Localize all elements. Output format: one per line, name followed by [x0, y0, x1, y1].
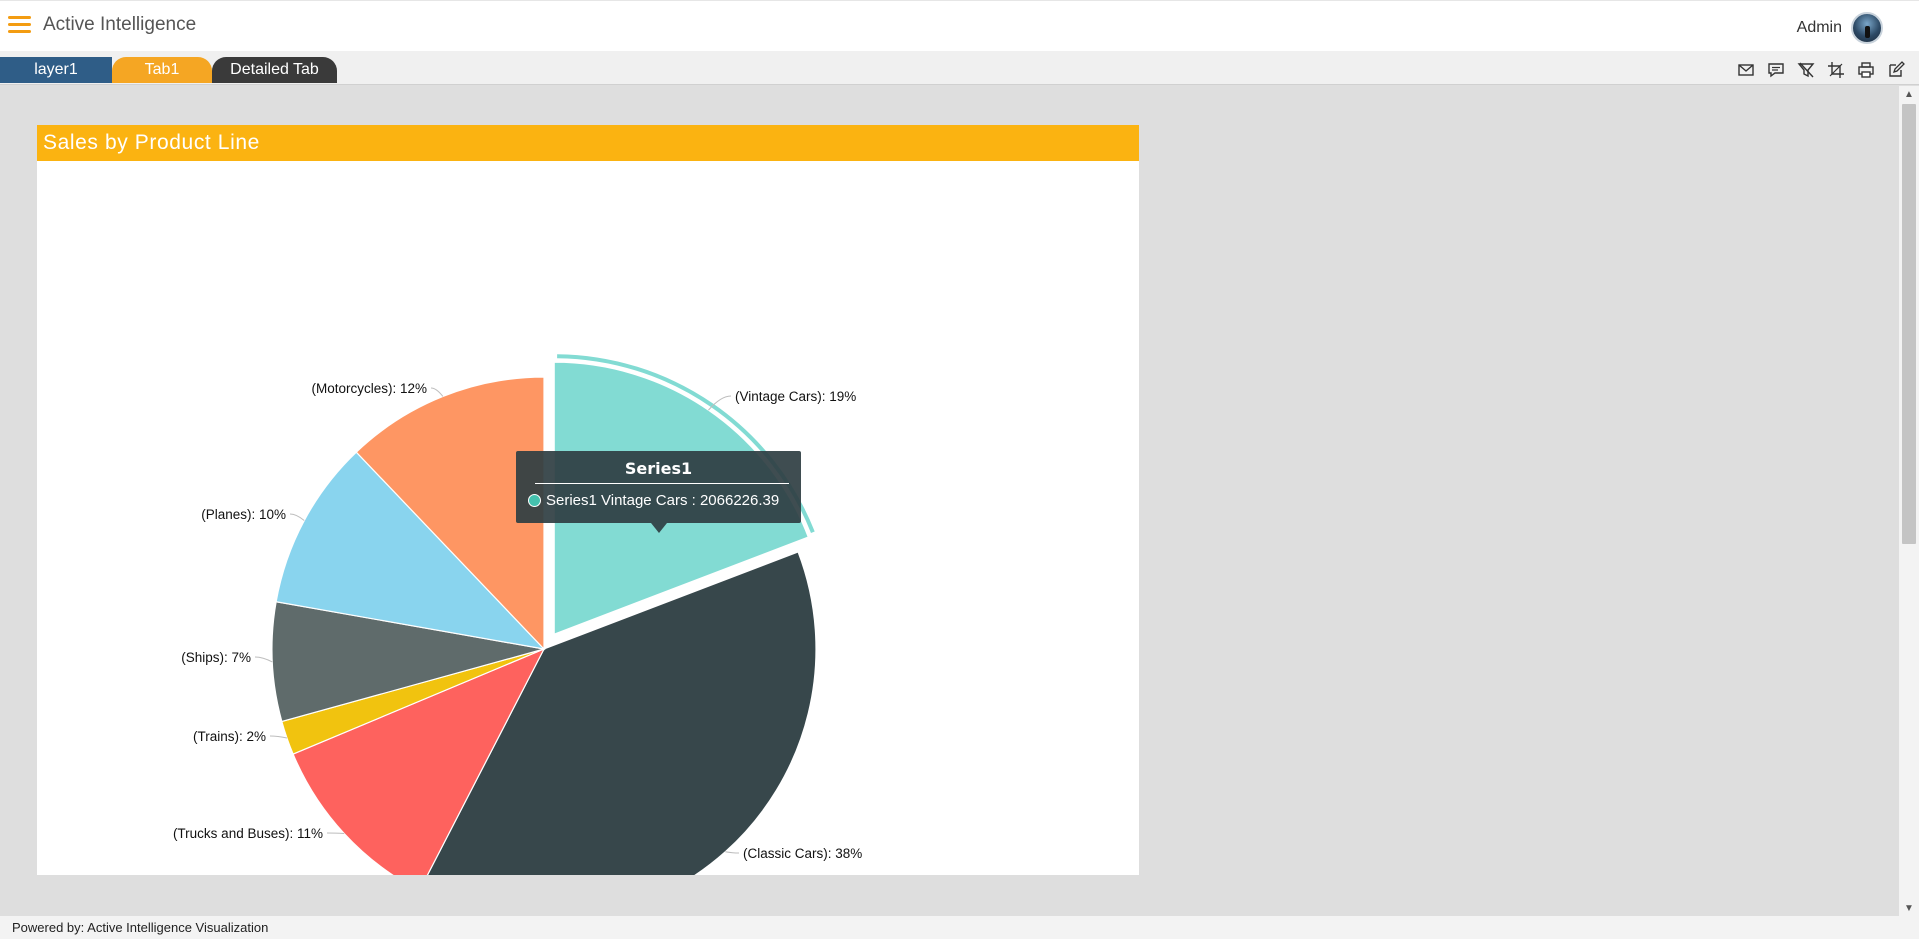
pie-slice-label: (Motorcycles): 12% — [311, 381, 427, 396]
comment-icon[interactable] — [1765, 59, 1787, 81]
mail-icon[interactable] — [1735, 59, 1757, 81]
hamburger-menu-icon[interactable] — [8, 16, 32, 34]
vertical-scrollbar[interactable]: ▲ ▼ — [1899, 86, 1919, 916]
pie-label-connector — [725, 851, 740, 854]
tab-detailed-tab[interactable]: Detailed Tab — [212, 57, 337, 83]
pie-slice-label: (Ships): 7% — [181, 650, 251, 665]
tooltip-divider — [535, 483, 789, 484]
footer-text: Powered by: Active Intelligence Visualiz… — [12, 920, 269, 935]
footer: Powered by: Active Intelligence Visualiz… — [0, 916, 1919, 939]
pie-slice-label: (Trains): 2% — [193, 729, 266, 744]
tooltip-text: Series1 Vintage Cars : 2066226.39 — [546, 492, 780, 509]
scroll-thumb[interactable] — [1902, 104, 1916, 544]
tooltip-body: Series1 Vintage Cars : 2066226.39 — [528, 492, 779, 509]
panel-header: Sales by Product Line — [37, 125, 1139, 161]
pie-slice-planes[interactable] — [275, 451, 546, 650]
pie-slice-label: (Vintage Cars): 19% — [735, 389, 856, 404]
pie-label-connector — [430, 387, 444, 397]
panel-title: Sales by Product Line — [43, 131, 260, 154]
pie-label-connector — [269, 735, 288, 739]
dashboard-toolbar — [1735, 59, 1907, 81]
chart-panel: Sales by Product Line (Vintage Cars): 19… — [37, 125, 1139, 875]
scroll-up-icon[interactable]: ▲ — [1904, 88, 1914, 100]
user-avatar[interactable] — [1851, 12, 1883, 44]
clear-filter-icon[interactable] — [1795, 59, 1817, 81]
crop-icon[interactable] — [1825, 59, 1847, 81]
pie-label-connector — [289, 513, 305, 521]
tab-bar: layer1 Tab1 Detailed Tab — [0, 51, 1919, 85]
pie-label-connector — [326, 832, 345, 835]
chart-tooltip: Series1 Series1 Vintage Cars : 2066226.3… — [516, 451, 801, 533]
pie-slice-ships[interactable] — [271, 601, 545, 723]
user-name[interactable]: Admin — [1796, 19, 1842, 36]
pie-slice-label: (Trucks and Buses): 11% — [173, 826, 323, 841]
pie-label-connector — [254, 656, 273, 663]
tab-tab1[interactable]: Tab1 — [112, 57, 212, 83]
pie-slice-label: (Planes): 10% — [201, 507, 286, 522]
top-bar: Active Intelligence Admin — [0, 0, 1919, 51]
pie-label-connector — [708, 395, 732, 411]
app-title: Active Intelligence — [43, 14, 197, 35]
edit-icon[interactable] — [1885, 59, 1907, 81]
tooltip-series-marker — [528, 494, 541, 507]
pie-slice-motorcycles[interactable] — [355, 376, 545, 651]
pie-slice-trucks-and-buses[interactable] — [292, 647, 546, 875]
tab-layer1[interactable]: layer1 — [0, 57, 112, 83]
print-icon[interactable] — [1855, 59, 1877, 81]
pie-chart: (Vintage Cars): 19% (Classic Cars): 38% (T… — [173, 354, 862, 875]
pie-slice-label: (Classic Cars): 38% — [743, 846, 862, 861]
pie-slice-classic-cars[interactable] — [419, 551, 817, 875]
tooltip-title: Series1 — [624, 459, 693, 478]
scroll-down-icon[interactable]: ▼ — [1904, 902, 1914, 914]
